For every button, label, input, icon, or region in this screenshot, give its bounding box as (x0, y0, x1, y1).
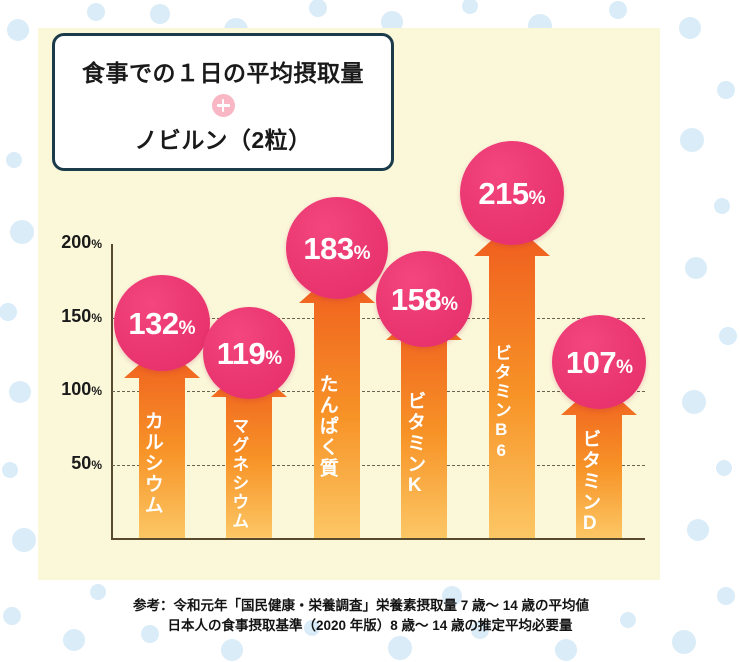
footnote-line-2: 日本人の食事摂取基準（2020 年版）8 歳〜 14 歳の推定平均必要量 (167, 618, 573, 633)
plus-icon (211, 93, 235, 117)
title-line-2: ノビルン（2粒） (134, 126, 312, 153)
title-box: 食事での１日の平均摂取量 ノビルン（2粒） (52, 33, 394, 171)
title-line-1: 食事での１日の平均摂取量 (82, 59, 364, 86)
footnote: 参考：令和元年「国民健康・栄養調査」栄養素摂取量 7 歳〜 14 歳の平均値 日… (0, 596, 740, 636)
footnote-line-1: 参考：令和元年「国民健康・栄養調査」栄養素摂取量 7 歳〜 14 歳の平均値 (132, 598, 590, 613)
